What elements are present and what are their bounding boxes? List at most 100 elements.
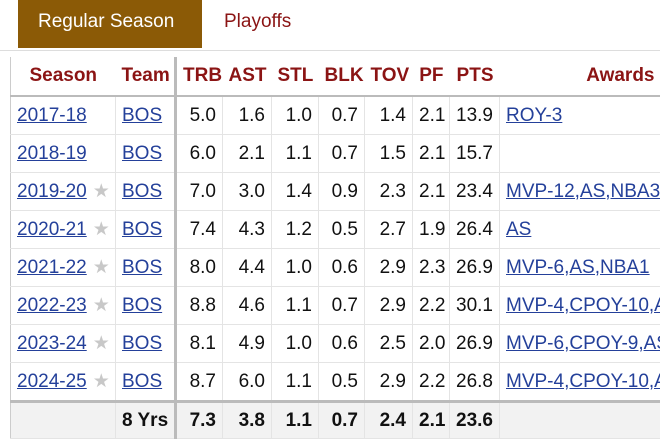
- season-row: 2017-18 BOS 5.0 1.6 1.0 0.7 1.4 2.1 13.9 ROY-3: [10, 96, 660, 135]
- awards-cell: MVP-4,CPOY-10,A: [499, 286, 660, 325]
- season-link[interactable]: 2022-23: [17, 295, 87, 316]
- stat-cell: 2.7: [364, 210, 413, 249]
- total-blank: [10, 400, 116, 439]
- team-link[interactable]: BOS: [122, 104, 163, 126]
- total-stat: 23.6: [449, 400, 500, 439]
- stat-cell: 4.9: [222, 324, 272, 363]
- team-link[interactable]: BOS: [122, 142, 163, 164]
- team-link[interactable]: BOS: [122, 218, 163, 240]
- team-cell: BOS: [115, 172, 177, 211]
- stat-cell: 1.2: [271, 210, 319, 249]
- stat-cell: 2.9: [364, 286, 413, 325]
- stat-cell: 4.6: [222, 286, 272, 325]
- team-link[interactable]: BOS: [122, 256, 163, 278]
- season-link[interactable]: 2019-20: [17, 181, 87, 202]
- season-link[interactable]: 2018-19: [17, 142, 87, 164]
- stat-cell: 13.9: [449, 96, 500, 135]
- star-icon: ★: [92, 181, 110, 202]
- team-link[interactable]: BOS: [122, 294, 163, 316]
- column-header: PF: [412, 57, 450, 97]
- total-stat: 2.1: [412, 400, 450, 439]
- stat-cell: 7.0: [175, 172, 223, 211]
- season-cell: 2019-20 ★: [10, 172, 116, 211]
- total-label: 8 Yrs: [115, 400, 177, 439]
- awards-cell: [499, 134, 660, 173]
- awards-cell: MVP-6,CPOY-9,AS: [499, 324, 660, 363]
- awards-link[interactable]: MVP-4,CPOY-10,A: [506, 294, 660, 316]
- stat-cell: 0.6: [318, 324, 365, 363]
- stat-cell: 2.3: [364, 172, 413, 211]
- column-header: Awards: [499, 57, 660, 97]
- awards-link[interactable]: MVP-12,AS,NBA3: [506, 180, 660, 202]
- stat-cell: 30.1: [449, 286, 500, 325]
- stat-cell: 2.9: [364, 248, 413, 287]
- stat-cell: 8.8: [175, 286, 223, 325]
- stat-cell: 0.6: [318, 248, 365, 287]
- team-link[interactable]: BOS: [122, 332, 163, 354]
- awards-link[interactable]: MVP-6,AS,NBA1: [506, 256, 650, 278]
- stat-cell: 2.1: [412, 134, 450, 173]
- season-row: 2020-21 ★ BOS 7.4 4.3 1.2 0.5 2.7 1.9 26.4 AS: [10, 210, 660, 249]
- stat-cell: 8.0: [175, 248, 223, 287]
- stat-cell: 1.1: [271, 286, 319, 325]
- season-link[interactable]: 2021-22: [17, 257, 87, 278]
- stat-cell: 2.5: [364, 324, 413, 363]
- stat-cell: 26.8: [449, 362, 500, 402]
- team-cell: BOS: [115, 324, 177, 363]
- tab-regular-season[interactable]: Regular Season: [18, 0, 202, 48]
- total-stat: 3.8: [222, 400, 272, 439]
- awards-link[interactable]: MVP-4,CPOY-10,A: [506, 370, 660, 392]
- team-link[interactable]: BOS: [122, 370, 163, 392]
- season-row: 2022-23 ★ BOS 8.8 4.6 1.1 0.7 2.9 2.2 30.1 MVP-4,C…: [10, 286, 660, 325]
- season-cell: 2023-24 ★: [10, 324, 116, 363]
- stat-cell: 26.4: [449, 210, 500, 249]
- header-row: Season Team TRB AST STL BLK TOV PF PTS Awards: [10, 57, 660, 97]
- season-row: 2024-25 ★ BOS 8.7 6.0 1.1 0.5 2.9 2.2 26.8 MVP-4,C…: [10, 362, 660, 402]
- awards-link[interactable]: ROY-3: [506, 104, 563, 126]
- stat-cell: 8.1: [175, 324, 223, 363]
- awards-cell: AS: [499, 210, 660, 249]
- awards-link[interactable]: AS: [506, 218, 532, 240]
- awards-cell: MVP-4,CPOY-10,A: [499, 362, 660, 402]
- team-link[interactable]: BOS: [122, 180, 163, 202]
- awards-cell: ROY-3: [499, 96, 660, 135]
- stat-cell: 2.1: [412, 172, 450, 211]
- stat-cell: 3.0: [222, 172, 272, 211]
- column-header: Team: [115, 57, 177, 97]
- column-header: Season: [10, 57, 116, 97]
- season-row: 2019-20 ★ BOS 7.0 3.0 1.4 0.9 2.3 2.1 23.4 MVP-12,…: [10, 172, 660, 211]
- season-link[interactable]: 2024-25: [17, 371, 87, 392]
- season-row: 2023-24 ★ BOS 8.1 4.9 1.0 0.6 2.5 2.0 26.9 MVP-6,C…: [10, 324, 660, 363]
- season-link[interactable]: 2017-18: [17, 104, 87, 126]
- season-row: 2021-22 ★ BOS 8.0 4.4 1.0 0.6 2.9 2.3 26.9 MVP-6,A…: [10, 248, 660, 287]
- column-header: TOV: [364, 57, 413, 97]
- team-cell: BOS: [115, 286, 177, 325]
- total-awards: [499, 400, 660, 439]
- awards-cell: MVP-12,AS,NBA3: [499, 172, 660, 211]
- stat-cell: 26.9: [449, 324, 500, 363]
- stat-cell: 4.4: [222, 248, 272, 287]
- season-cell: 2017-18: [10, 96, 116, 135]
- tab-playoffs[interactable]: Playoffs: [224, 11, 292, 32]
- column-header: STL: [271, 57, 319, 97]
- stat-cell: 1.0: [271, 96, 319, 135]
- stat-cell: 1.0: [271, 248, 319, 287]
- stat-cell: 0.7: [318, 286, 365, 325]
- stat-cell: 2.2: [412, 362, 450, 402]
- awards-link[interactable]: MVP-6,CPOY-9,AS: [506, 332, 660, 354]
- stat-cell: 0.9: [318, 172, 365, 211]
- stat-cell: 2.9: [364, 362, 413, 402]
- stat-cell: 5.0: [175, 96, 223, 135]
- season-cell: 2021-22 ★: [10, 248, 116, 287]
- stat-cell: 1.5: [364, 134, 413, 173]
- total-stat: 1.1: [271, 400, 319, 439]
- total-stat: 2.4: [364, 400, 413, 439]
- stat-cell: 15.7: [449, 134, 500, 173]
- season-link[interactable]: 2020-21: [17, 219, 87, 240]
- team-cell: BOS: [115, 210, 177, 249]
- table-body: 2017-18 BOS 5.0 1.6 1.0 0.7 1.4 2.1 13.9 ROY-3 201…: [10, 96, 660, 439]
- stat-cell: 8.7: [175, 362, 223, 402]
- stat-cell: 4.3: [222, 210, 272, 249]
- season-link[interactable]: 2023-24: [17, 333, 87, 354]
- team-cell: BOS: [115, 362, 177, 402]
